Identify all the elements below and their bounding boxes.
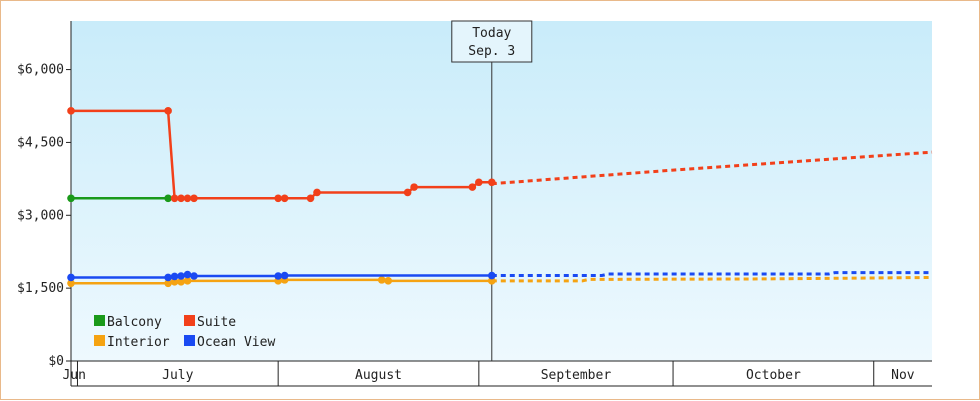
series-suite [67, 107, 933, 203]
data-point [410, 183, 418, 191]
data-point [164, 279, 172, 288]
data-point [280, 194, 289, 203]
data-point [164, 194, 172, 203]
legend-swatch [184, 335, 195, 346]
legend-item: Balcony [94, 315, 162, 330]
today-label: Today [472, 26, 511, 41]
data-point [170, 272, 179, 281]
data-point [384, 277, 393, 285]
y-tick-label: $1,500 [17, 281, 64, 296]
data-point [475, 178, 483, 187]
data-point [177, 272, 185, 280]
data-point [183, 277, 192, 285]
month-label: Nov [891, 368, 915, 383]
legend-item: Interior [94, 335, 170, 350]
data-point [403, 188, 412, 197]
data-point [280, 271, 289, 280]
data-point [274, 194, 282, 203]
month-label: September [541, 368, 612, 383]
data-point [487, 178, 496, 187]
data-point [67, 107, 75, 115]
data-point [190, 272, 198, 280]
legend-item: Ocean View [184, 335, 275, 350]
legend-swatch [184, 315, 195, 326]
data-point [468, 183, 477, 191]
y-tick-label: $0 [48, 354, 64, 369]
data-point [67, 194, 75, 203]
today-box [451, 20, 533, 63]
data-point [377, 276, 386, 284]
y-tick-label: $6,000 [17, 63, 64, 78]
series-forecast-line [491, 275, 933, 283]
data-point [67, 273, 75, 282]
legend-swatch [94, 335, 105, 346]
data-point [306, 194, 315, 203]
data-point [183, 194, 192, 203]
data-point [274, 272, 282, 280]
legend-label: Suite [197, 315, 236, 330]
month-label: July [162, 368, 193, 383]
data-point [183, 270, 192, 279]
data-point [487, 277, 496, 285]
legend-label: Ocean View [197, 335, 275, 350]
data-point [170, 194, 179, 203]
today-date-label: Sep. 3 [468, 44, 515, 59]
series-balcony [67, 194, 172, 203]
data-point [67, 279, 75, 288]
data-point [177, 278, 185, 286]
data-point [190, 194, 198, 203]
legend-swatch [94, 315, 105, 326]
y-tick-label: $3,000 [17, 208, 64, 223]
month-label: Jun [62, 368, 85, 383]
legend-label: Interior [107, 335, 170, 350]
data-point [164, 273, 172, 282]
series-forecast-line [491, 150, 933, 186]
y-tick-label: $4,500 [17, 135, 64, 150]
data-point [164, 107, 172, 115]
data-point [313, 188, 321, 197]
series-forecast-line [491, 271, 932, 278]
month-label: August [355, 368, 402, 383]
plot-background [71, 21, 932, 361]
data-point [170, 278, 179, 286]
series-ocean-view [67, 270, 932, 282]
legend-label: Balcony [107, 315, 162, 330]
legend-item: Suite [184, 315, 236, 330]
month-label: October [746, 368, 801, 383]
data-point [487, 271, 496, 280]
data-point [177, 194, 185, 203]
